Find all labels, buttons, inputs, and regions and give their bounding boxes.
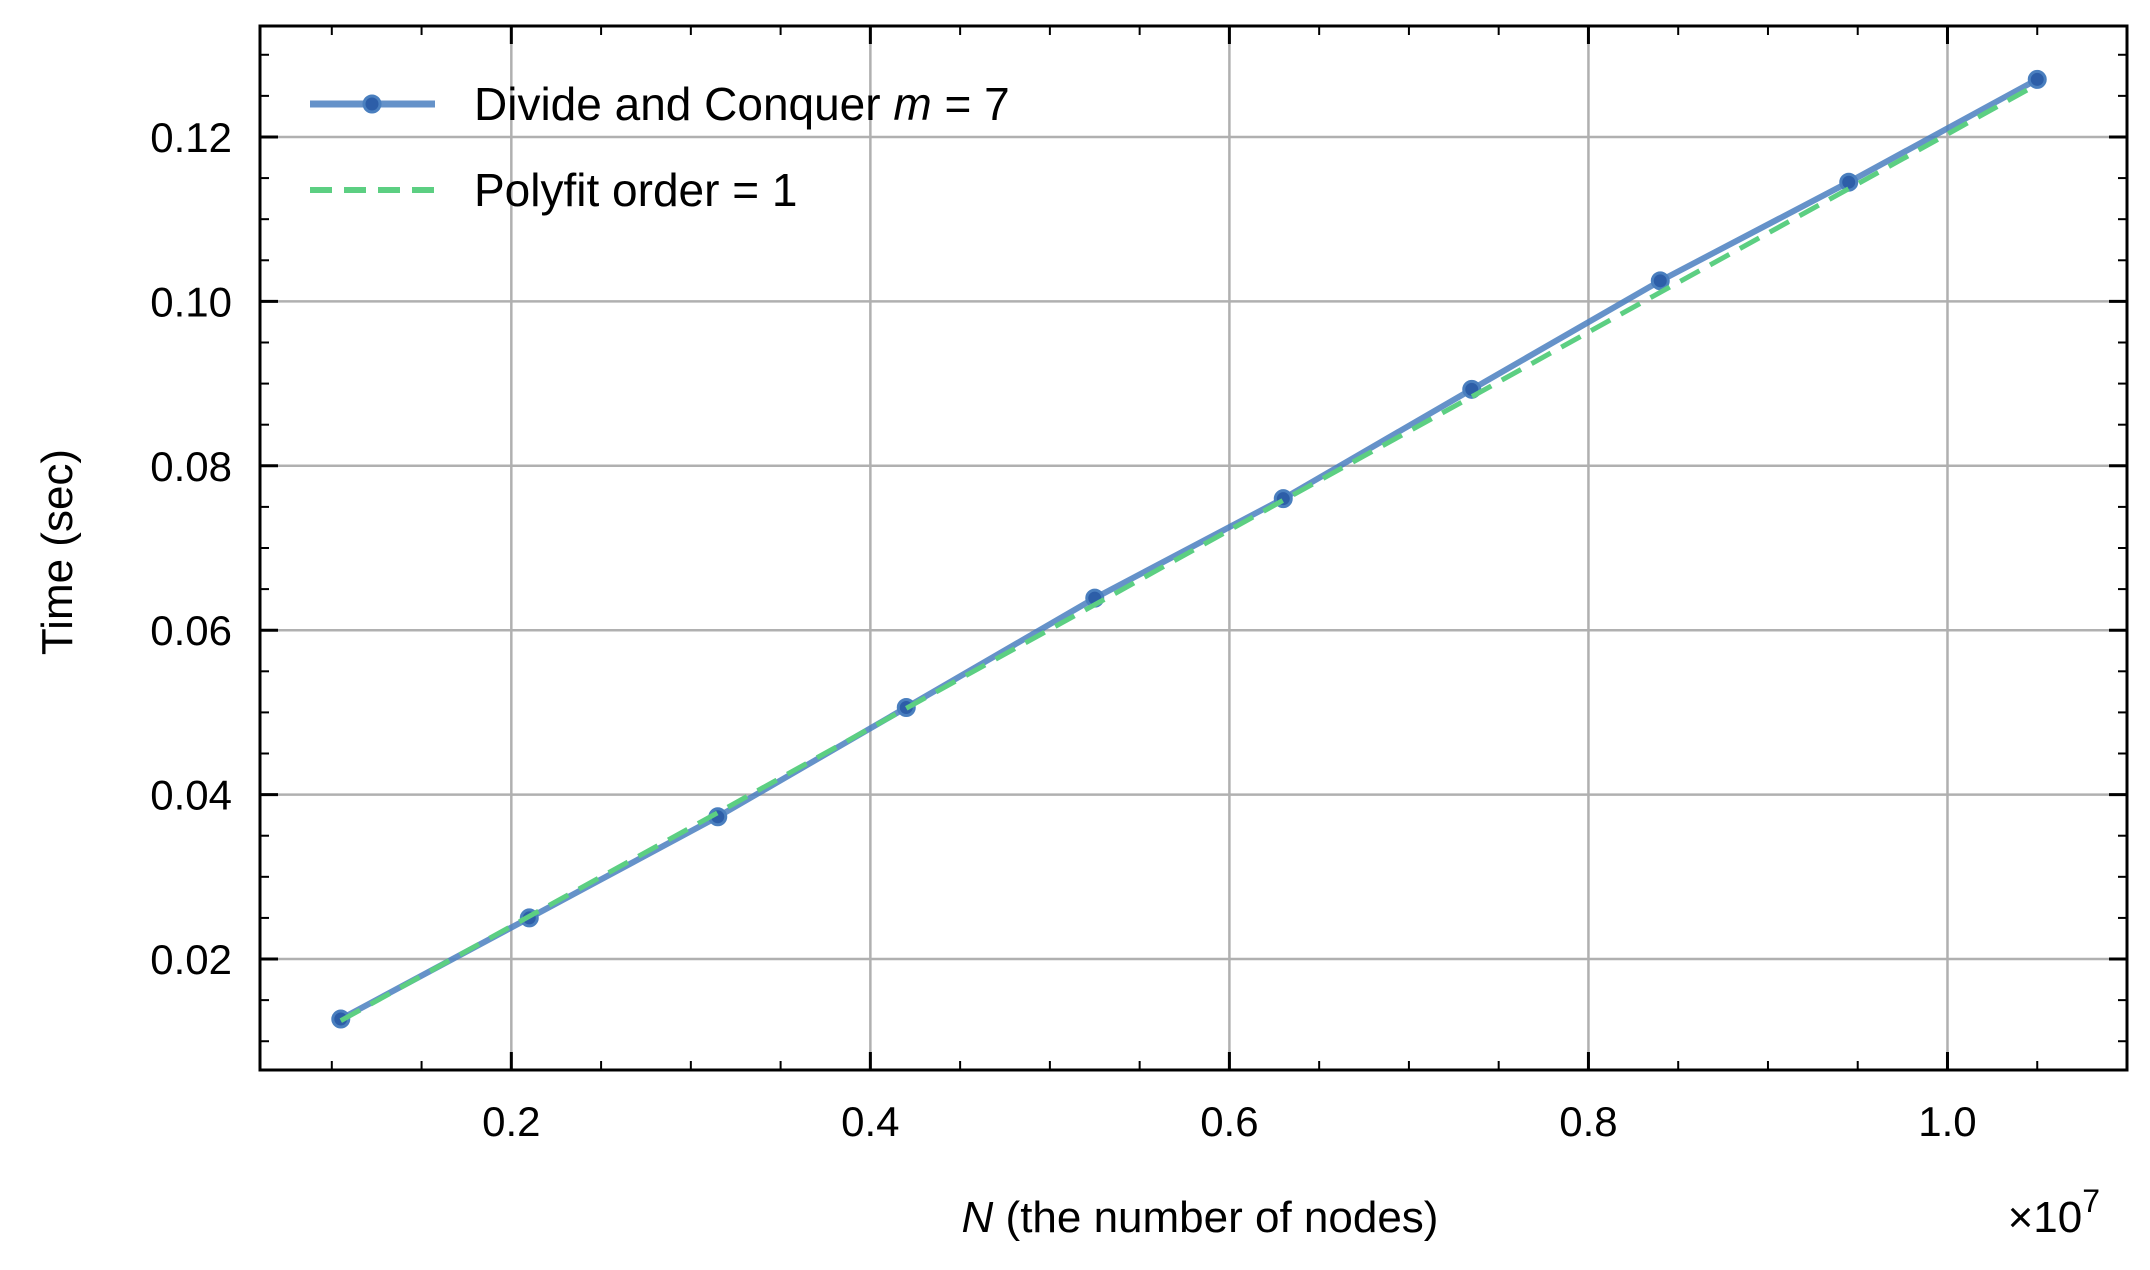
series-line-polyfit [339,82,2039,1023]
x-offset-label: ×107 [2008,1183,2100,1242]
x-tick-label: 1.0 [1918,1098,1976,1145]
y-tick-label: 0.06 [150,607,232,654]
legend-label-divide-and-conquer: Divide and Conquer m = 7 [474,78,1010,130]
x-axis-label: N (the number of nodes) [962,1193,1439,1242]
legend-label-polyfit: Polyfit order = 1 [474,164,797,216]
y-tick-label: 0.10 [150,278,232,325]
legend: Divide and Conquer m = 7 Polyfit order =… [310,78,1010,216]
y-tick-label: 0.08 [150,443,232,490]
y-tick-label: 0.02 [150,936,232,983]
y-tick-label: 0.12 [150,114,232,161]
y-axis-label: Time (sec) [33,449,82,655]
data-point-divide-and-conquer [2027,69,2047,89]
x-tick-label: 0.8 [1559,1098,1617,1145]
legend-marker-divide-and-conquer [362,94,382,114]
x-tick-label: 0.4 [841,1098,899,1145]
y-tick-label: 0.04 [150,772,232,819]
tick-labels: 0.2 0.4 0.6 0.8 1.0 0.02 0.04 0.06 0.08 0.10 0.12 [150,114,1976,1145]
x-tick-label: 0.2 [482,1098,540,1145]
data-point-divide-and-conquer [1650,271,1670,291]
series-line-divide-and-conquer [339,76,2039,1022]
series-layer [331,69,2047,1029]
ticks [260,26,2128,1070]
data-point-divide-and-conquer [1839,172,1859,192]
grid [260,26,2127,1070]
x-tick-label: 0.6 [1200,1098,1258,1145]
